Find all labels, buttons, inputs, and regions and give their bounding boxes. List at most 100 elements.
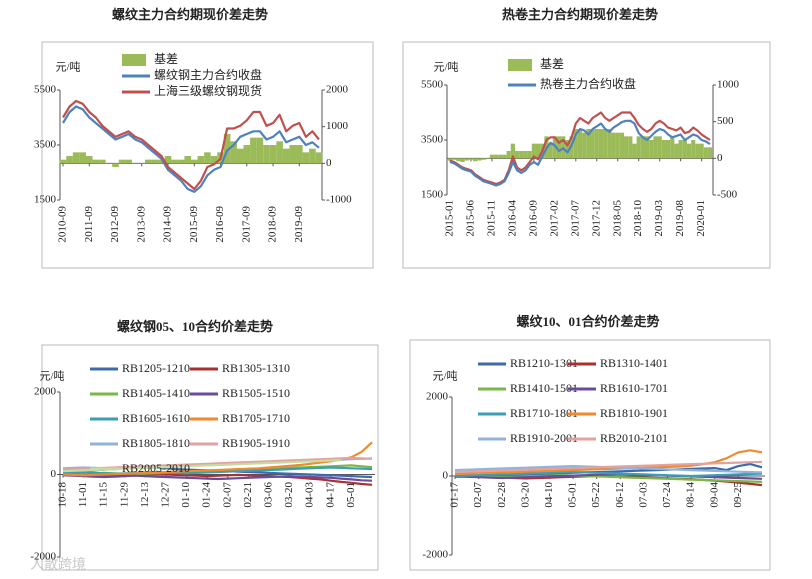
- y-tick-label: 0: [443, 470, 449, 482]
- x-tick-label: 12-27: [160, 482, 172, 508]
- basis-bar: [531, 143, 536, 159]
- basis-bar: [594, 129, 599, 159]
- basis-bar: [695, 143, 700, 159]
- legend-label: RB1310-1401: [600, 356, 668, 370]
- series-line: [62, 105, 320, 193]
- x-tick-label: 11-01: [77, 482, 89, 507]
- x-tick-label: 2018-05: [611, 200, 623, 237]
- legend-label: RB1505-1510: [222, 386, 290, 400]
- basis-bar: [494, 154, 499, 159]
- x-tick-label: 09-04: [708, 482, 720, 508]
- series-line: [449, 111, 711, 186]
- y-axis-unit: 元/吨: [39, 370, 64, 383]
- basis-bar: [464, 158, 469, 161]
- series-line: [62, 99, 320, 191]
- basis-bar: [674, 143, 679, 159]
- basis-bar: [309, 148, 316, 164]
- y-tick-label: 2000: [426, 391, 449, 403]
- basis-bar: [661, 140, 666, 159]
- basis-bar: [649, 140, 654, 159]
- basis-bar: [628, 136, 633, 159]
- x-tick-label: 2016-09: [527, 200, 539, 237]
- chart-title: 螺纹10、01合约价差走势: [516, 314, 659, 329]
- y-axis-unit: 元/吨: [55, 61, 80, 74]
- legend-label: RB1605-1610: [122, 411, 190, 425]
- y-tick-label: 0: [51, 468, 57, 480]
- basis-bar: [85, 156, 93, 164]
- legend-label: 螺纹钢主力合约收盘: [154, 67, 262, 82]
- basis-bar: [707, 147, 713, 159]
- basis-bar: [131, 163, 139, 164]
- legend-label: RB1910-2001: [510, 431, 578, 445]
- y2-tick-label: -500: [717, 189, 738, 201]
- x-tick-label: 2017-09: [240, 206, 252, 243]
- legend-swatch: [122, 54, 146, 66]
- basis-bar: [164, 156, 172, 164]
- basis-bar: [590, 129, 595, 159]
- basis-bar: [611, 132, 616, 159]
- x-tick-label: 2019-09: [293, 206, 305, 243]
- basis-bar: [204, 152, 211, 164]
- legend-label: RB1810-1901: [600, 406, 668, 420]
- basis-bar: [276, 141, 283, 164]
- legend-label: RB1405-1410: [122, 386, 190, 400]
- legend-swatch: [508, 59, 532, 71]
- x-tick-label: 11-15: [98, 482, 110, 508]
- x-tick-label: 05-22: [590, 482, 602, 508]
- basis-bar: [548, 143, 553, 159]
- basis-bar: [105, 163, 113, 164]
- series-line: [62, 474, 373, 482]
- basis-bar: [653, 136, 658, 159]
- x-tick-label: 2019-03: [653, 200, 665, 237]
- basis-bar: [582, 132, 587, 159]
- chart-title: 螺纹钢05、10合约价差走势: [117, 319, 273, 334]
- legend-label: RB1210-1301: [510, 356, 578, 370]
- x-tick-label: 02-07: [472, 482, 484, 508]
- x-tick-label: 07-24: [661, 482, 673, 508]
- x-tick-label: 2017-07: [569, 200, 581, 237]
- x-tick-label: 2019-08: [674, 200, 686, 237]
- basis-bar: [498, 154, 503, 159]
- x-tick-label: 2015-06: [464, 200, 476, 237]
- basis-bar: [703, 147, 708, 159]
- x-tick-label: 09-25: [732, 482, 744, 508]
- legend-label: RB1805-1810: [122, 436, 190, 450]
- legend-label: RB1205-1210: [122, 361, 190, 375]
- basis-bar: [535, 143, 541, 159]
- basis-bar: [282, 148, 290, 164]
- legend-label: RB1905-1910: [222, 436, 290, 450]
- basis-bar: [573, 129, 578, 159]
- y2-tick-label: 2000: [326, 84, 349, 96]
- x-tick-label: 2013-09: [135, 206, 147, 243]
- y-tick-label: 1500: [34, 194, 57, 206]
- x-tick-label: 11-29: [118, 482, 130, 508]
- basis-bar: [519, 151, 524, 159]
- legend-label: 热卷主力合约收盘: [540, 76, 636, 91]
- y-tick-label: 3500: [34, 139, 57, 151]
- basis-bar: [197, 156, 205, 164]
- basis-bar: [236, 148, 244, 164]
- basis-bar: [527, 151, 532, 159]
- x-tick-label: 2011-09: [83, 206, 95, 243]
- legend-label: RB1305-1310: [222, 361, 290, 375]
- x-tick-label: 02-21: [242, 482, 254, 508]
- y-axis-unit: 元/吨: [433, 61, 458, 74]
- basis-bar: [72, 152, 80, 164]
- y-tick-label: 5500: [421, 79, 444, 91]
- basis-bar: [145, 159, 152, 164]
- x-tick-label: 04-17: [324, 482, 336, 508]
- legend-label: 上海三级螺纹钢现货: [154, 83, 262, 98]
- basis-bar: [289, 145, 297, 164]
- basis-bar: [515, 151, 520, 159]
- basis-bar: [678, 140, 683, 159]
- y-tick-label: -2000: [30, 551, 56, 563]
- basis-bar: [315, 152, 323, 164]
- basis-bar: [263, 145, 270, 164]
- basis-bar: [223, 134, 231, 164]
- chart-frame: [402, 41, 771, 269]
- basis-bar: [607, 129, 612, 159]
- basis-bar: [79, 152, 86, 164]
- basis-bar: [191, 159, 198, 164]
- watermark: 人散跨境: [30, 557, 86, 573]
- basis-bar: [691, 140, 696, 159]
